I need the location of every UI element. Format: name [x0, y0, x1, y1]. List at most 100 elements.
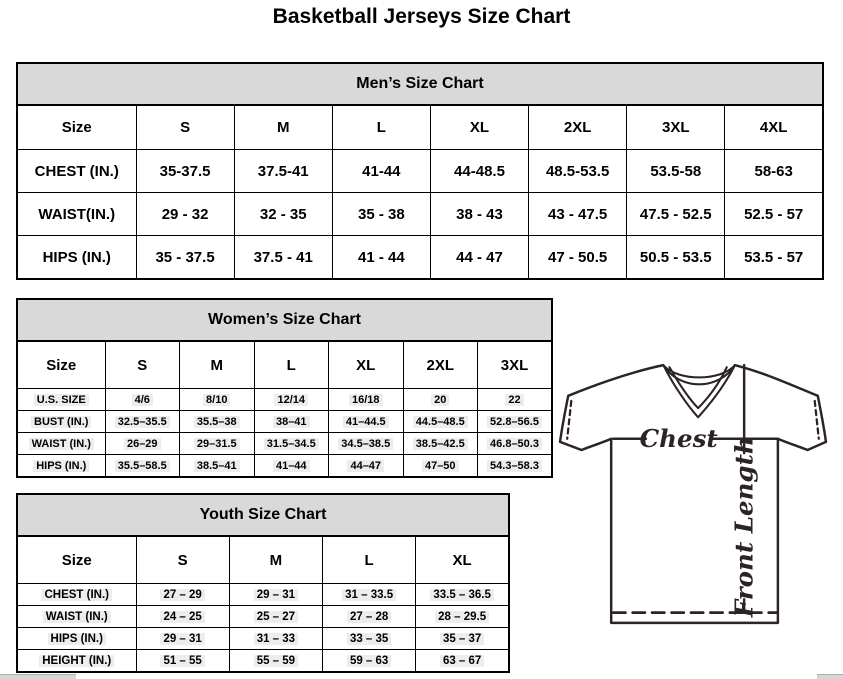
collar-back-lower-line [662, 364, 736, 386]
size-value-cell: 35.5–38 [179, 410, 255, 433]
table-title-band: Women’s Size Chart [16, 298, 553, 342]
column-header: L [253, 340, 329, 389]
collar-v-outer-line [662, 364, 736, 419]
row-label: CHEST (IN.) [16, 583, 137, 606]
table-row: HEIGHT (IN.) 51 – 55 55 – 59 59 – 63 63 – 67 [16, 649, 510, 673]
size-value-cell: 52.8–56.5 [477, 410, 553, 433]
table-row: WAIST (IN.) 26–29 29–31.5 31.5–34.5 34.5–38.… [16, 432, 553, 455]
table-row: HIPS (IN.) 29 – 31 31 – 33 33 – 35 35 – 37 [16, 627, 510, 650]
column-header: XL [429, 104, 530, 150]
size-value-cell: 63 – 67 [415, 649, 510, 673]
size-value-cell: 32 - 35 [233, 192, 333, 236]
size-value-cell: 32.5–35.5 [104, 410, 180, 433]
size-value-cell: 47.5 - 52.5 [626, 192, 726, 236]
row-label: WAIST(IN.) [16, 192, 137, 236]
size-value-cell: 47–50 [402, 454, 478, 478]
size-value-cell: 38 - 43 [429, 192, 530, 236]
column-header: S [135, 535, 230, 584]
size-value-cell: 33 – 35 [321, 627, 417, 650]
column-header: XL [328, 340, 404, 389]
row-label: HIPS (IN.) [16, 454, 106, 478]
size-value-cell: 29 – 31 [135, 627, 230, 650]
table-row: WAIST (IN.) 24 – 25 25 – 27 27 – 28 28 – 29.… [16, 605, 510, 628]
column-header: 3XL [477, 340, 553, 389]
scrollbar-thumb-left[interactable] [0, 674, 76, 679]
size-value-cell: 34.5–38.5 [328, 432, 404, 455]
column-header: S [135, 104, 235, 150]
size-value-cell: 41–44.5 [328, 410, 404, 433]
size-value-cell: 37.5 - 41 [233, 235, 333, 280]
size-value-cell: 8/10 [179, 388, 255, 411]
jersey-outline [558, 363, 828, 625]
size-value-cell: 54.3–58.3 [477, 454, 553, 478]
jersey-diagram: Chest Front Length [558, 363, 828, 625]
size-value-cell: 44–47 [328, 454, 404, 478]
chest-label: Chest [640, 424, 719, 453]
size-value-cell: 43 - 47.5 [528, 192, 628, 236]
size-value-cell: 16/18 [328, 388, 404, 411]
table-row: HIPS (IN.) 35.5–58.5 38.5–41 41–44 44–47 47–5… [16, 454, 553, 478]
column-header: L [331, 104, 431, 150]
table-title-band: Men’s Size Chart [16, 62, 824, 106]
table-title-band: Youth Size Chart [16, 493, 510, 537]
size-value-cell: 31 – 33.5 [321, 583, 417, 606]
row-label: U.S. SIZE [16, 388, 106, 411]
size-value-cell: 58-63 [724, 149, 824, 193]
size-value-cell: 48.5-53.5 [528, 149, 628, 193]
size-value-cell: 28 – 29.5 [415, 605, 510, 628]
size-value-cell: 37.5-41 [233, 149, 333, 193]
size-value-cell: 25 – 27 [228, 605, 324, 628]
size-value-cell: 52.5 - 57 [724, 192, 824, 236]
size-value-cell: 12/14 [253, 388, 329, 411]
row-label: HEIGHT (IN.) [16, 649, 137, 673]
column-header: 3XL [626, 104, 726, 150]
size-value-cell: 55 – 59 [228, 649, 324, 673]
right-cuff-dashed-line [813, 399, 820, 440]
size-value-cell: 35 - 37.5 [135, 235, 235, 280]
page-title: Basketball Jerseys Size Chart [272, 5, 571, 28]
size-value-cell: 41–44 [253, 454, 329, 478]
womens-size-table: Women’s Size Chart Size S M L XL 2XL 3XL U.S. SI… [16, 298, 553, 478]
size-value-cell: 46.8–50.3 [477, 432, 553, 455]
size-value-cell: 47 - 50.5 [528, 235, 628, 280]
column-header: S [104, 340, 180, 389]
column-header: Size [16, 535, 137, 584]
table-row: CHEST (IN.) 35-37.5 37.5-41 41-44 44-48.5 48.… [16, 149, 824, 193]
youth-size-table: Youth Size Chart Size S M L XL CHEST (IN.) 27 –… [16, 493, 510, 673]
size-value-cell: 31.5–34.5 [253, 432, 329, 455]
size-value-cell: 44-48.5 [429, 149, 530, 193]
row-label: WAIST (IN.) [16, 605, 137, 628]
column-header: L [321, 535, 417, 584]
row-label: CHEST (IN.) [16, 149, 137, 193]
column-header: M [179, 340, 255, 389]
front-length-label: Front Length [730, 436, 759, 618]
size-value-cell: 29–31.5 [179, 432, 255, 455]
size-value-cell: 41 - 44 [331, 235, 431, 280]
mens-size-table: Men’s Size Chart Size S M L XL 2XL 3XL 4XL CHEST … [16, 62, 824, 280]
size-value-cell: 35 - 38 [331, 192, 431, 236]
column-header: 4XL [724, 104, 824, 150]
size-value-cell: 35.5–58.5 [104, 454, 180, 478]
left-cuff-dashed-line [566, 399, 573, 440]
row-label: BUST (IN.) [16, 410, 106, 433]
size-value-cell: 59 – 63 [321, 649, 417, 673]
size-value-cell: 20 [402, 388, 478, 411]
size-value-cell: 27 – 29 [135, 583, 230, 606]
column-header: M [233, 104, 333, 150]
size-value-cell: 53.5-58 [626, 149, 726, 193]
collar-back-upper-line [662, 364, 736, 379]
scrollbar-fragment-right[interactable] [817, 674, 843, 679]
row-label: HIPS (IN.) [16, 627, 137, 650]
column-header: Size [16, 104, 137, 150]
size-value-cell: 35-37.5 [135, 149, 235, 193]
size-value-cell: 44 - 47 [429, 235, 530, 280]
size-value-cell: 27 – 28 [321, 605, 417, 628]
size-value-cell: 38.5–42.5 [402, 432, 478, 455]
size-value-cell: 35 – 37 [415, 627, 510, 650]
size-value-cell: 44.5–48.5 [402, 410, 478, 433]
row-label: WAIST (IN.) [16, 432, 106, 455]
size-value-cell: 50.5 - 53.5 [626, 235, 726, 280]
size-value-cell: 29 – 31 [228, 583, 324, 606]
row-label: HIPS (IN.) [16, 235, 137, 280]
